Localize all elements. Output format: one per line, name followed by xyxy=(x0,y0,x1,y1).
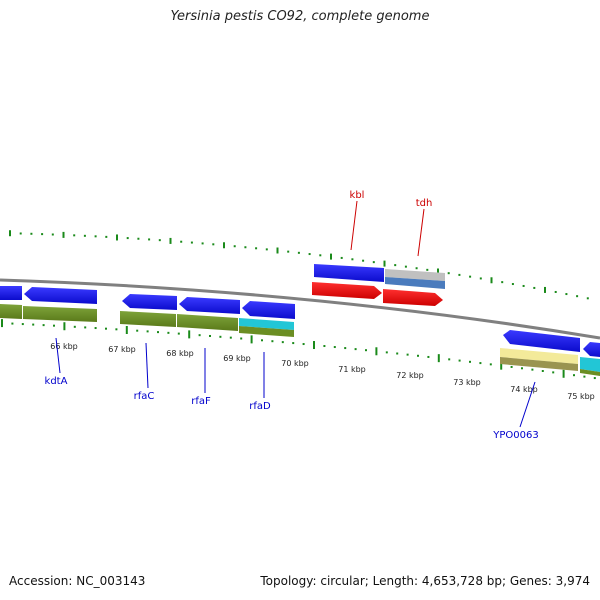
feature-block[interactable] xyxy=(500,357,578,371)
lower-tick-ring xyxy=(1,319,596,380)
tick-label: 66 kbp xyxy=(50,342,78,351)
tick-label: 74 kbp xyxy=(510,385,538,394)
gene-labels: kdtA rfaC rfaF rfaD YPO0063 kbl tdh xyxy=(45,190,539,441)
feature-block[interactable] xyxy=(580,357,600,372)
gene-label-rfad[interactable]: rfaD xyxy=(249,401,271,412)
gene-label-ypo0063[interactable]: YPO0063 xyxy=(492,430,538,441)
cds-arrow[interactable] xyxy=(583,342,600,357)
feature-block[interactable] xyxy=(580,369,600,376)
gene-leader-line xyxy=(417,208,425,257)
tick-label: 70 kbp xyxy=(281,359,309,368)
gene-leader-line xyxy=(519,381,536,428)
tick-label: 73 kbp xyxy=(453,378,481,387)
tick-label: 68 kbp xyxy=(166,349,194,358)
feature-block[interactable] xyxy=(239,326,294,337)
gene-leader-line xyxy=(145,342,149,389)
gene-leader-line xyxy=(55,337,61,374)
feature-block[interactable] xyxy=(120,311,176,327)
feature-block[interactable] xyxy=(0,304,22,319)
tick-label: 75 kbp xyxy=(567,392,595,401)
cds-arrow[interactable] xyxy=(242,301,295,319)
accession-text: Accession: NC_003143 xyxy=(9,574,146,588)
upper-tick-ring xyxy=(9,230,589,300)
cds-block[interactable] xyxy=(385,277,445,289)
feature-block[interactable] xyxy=(177,314,238,331)
cds-arrow[interactable] xyxy=(0,286,22,300)
features-reverse xyxy=(0,282,600,376)
cds-arrow[interactable] xyxy=(312,282,382,299)
gene-label-kdta[interactable]: kdtA xyxy=(45,376,68,387)
feature-block[interactable] xyxy=(23,306,97,322)
features-forward xyxy=(0,264,600,357)
gene-label-tdh[interactable]: tdh xyxy=(416,198,433,209)
gene-leader-line xyxy=(350,200,358,251)
gene-label-rfaf[interactable]: rfaF xyxy=(191,396,211,407)
cds-arrow[interactable] xyxy=(179,297,240,314)
gene-label-kbl[interactable]: kbl xyxy=(350,190,365,201)
cds-arrow[interactable] xyxy=(503,330,580,352)
cds-arrow[interactable] xyxy=(383,289,443,306)
map-title: Yersinia pestis CO92, complete genome xyxy=(170,9,430,24)
tick-label: 67 kbp xyxy=(108,345,136,354)
cds-arrow[interactable] xyxy=(314,264,384,282)
genome-backbone xyxy=(0,278,600,340)
feature-block[interactable] xyxy=(500,348,578,364)
tick-labels: 66 kbp 67 kbp 68 kbp 69 kbp 70 kbp 71 kbp 72 k… xyxy=(50,342,595,401)
tick-label: 69 kbp xyxy=(223,354,251,363)
cds-arrow[interactable] xyxy=(24,287,97,304)
genome-summary-text: Topology: circular; Length: 4,653,728 bp… xyxy=(260,574,590,588)
tick-label: 72 kbp xyxy=(396,371,424,380)
gene-label-rfac[interactable]: rfaC xyxy=(134,391,155,402)
tick-label: 71 kbp xyxy=(338,365,366,374)
cds-arrow[interactable] xyxy=(122,294,177,310)
